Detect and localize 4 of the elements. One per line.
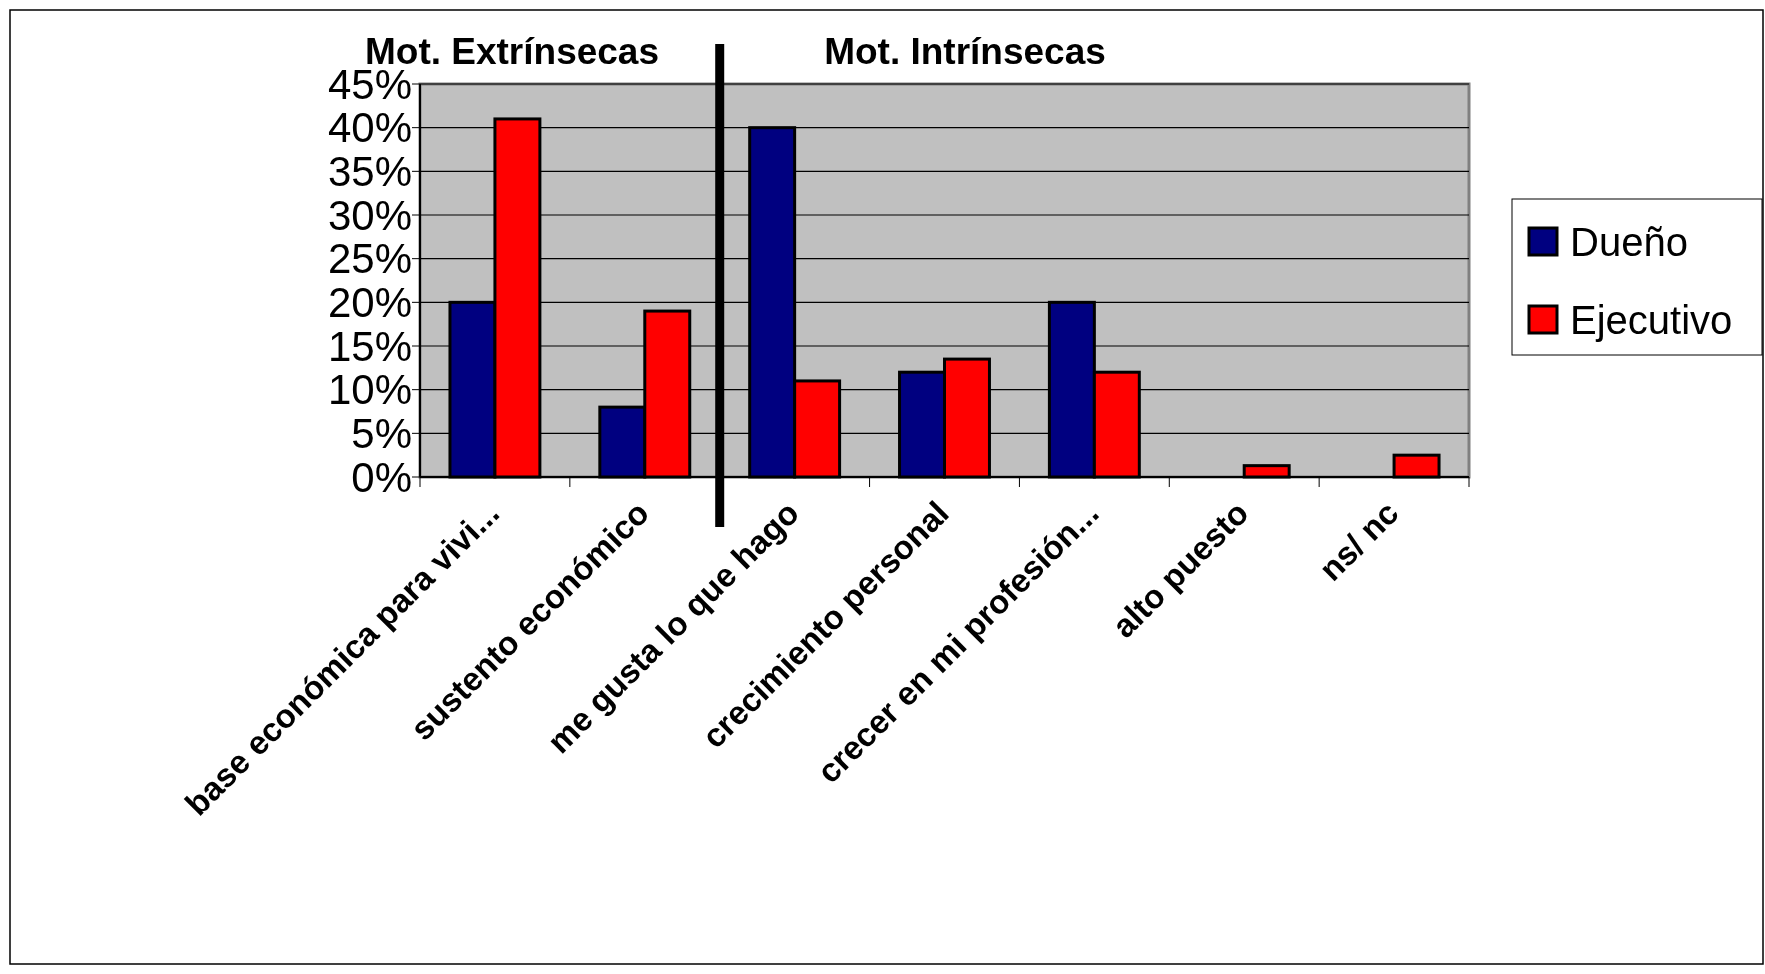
x-tick-label: ns/ nc <box>1311 494 1406 588</box>
legend-label: Ejecutivo <box>1570 298 1733 342</box>
legend-label: Dueño <box>1570 220 1688 264</box>
text: Mot. Intrínsecas <box>824 31 1106 72</box>
